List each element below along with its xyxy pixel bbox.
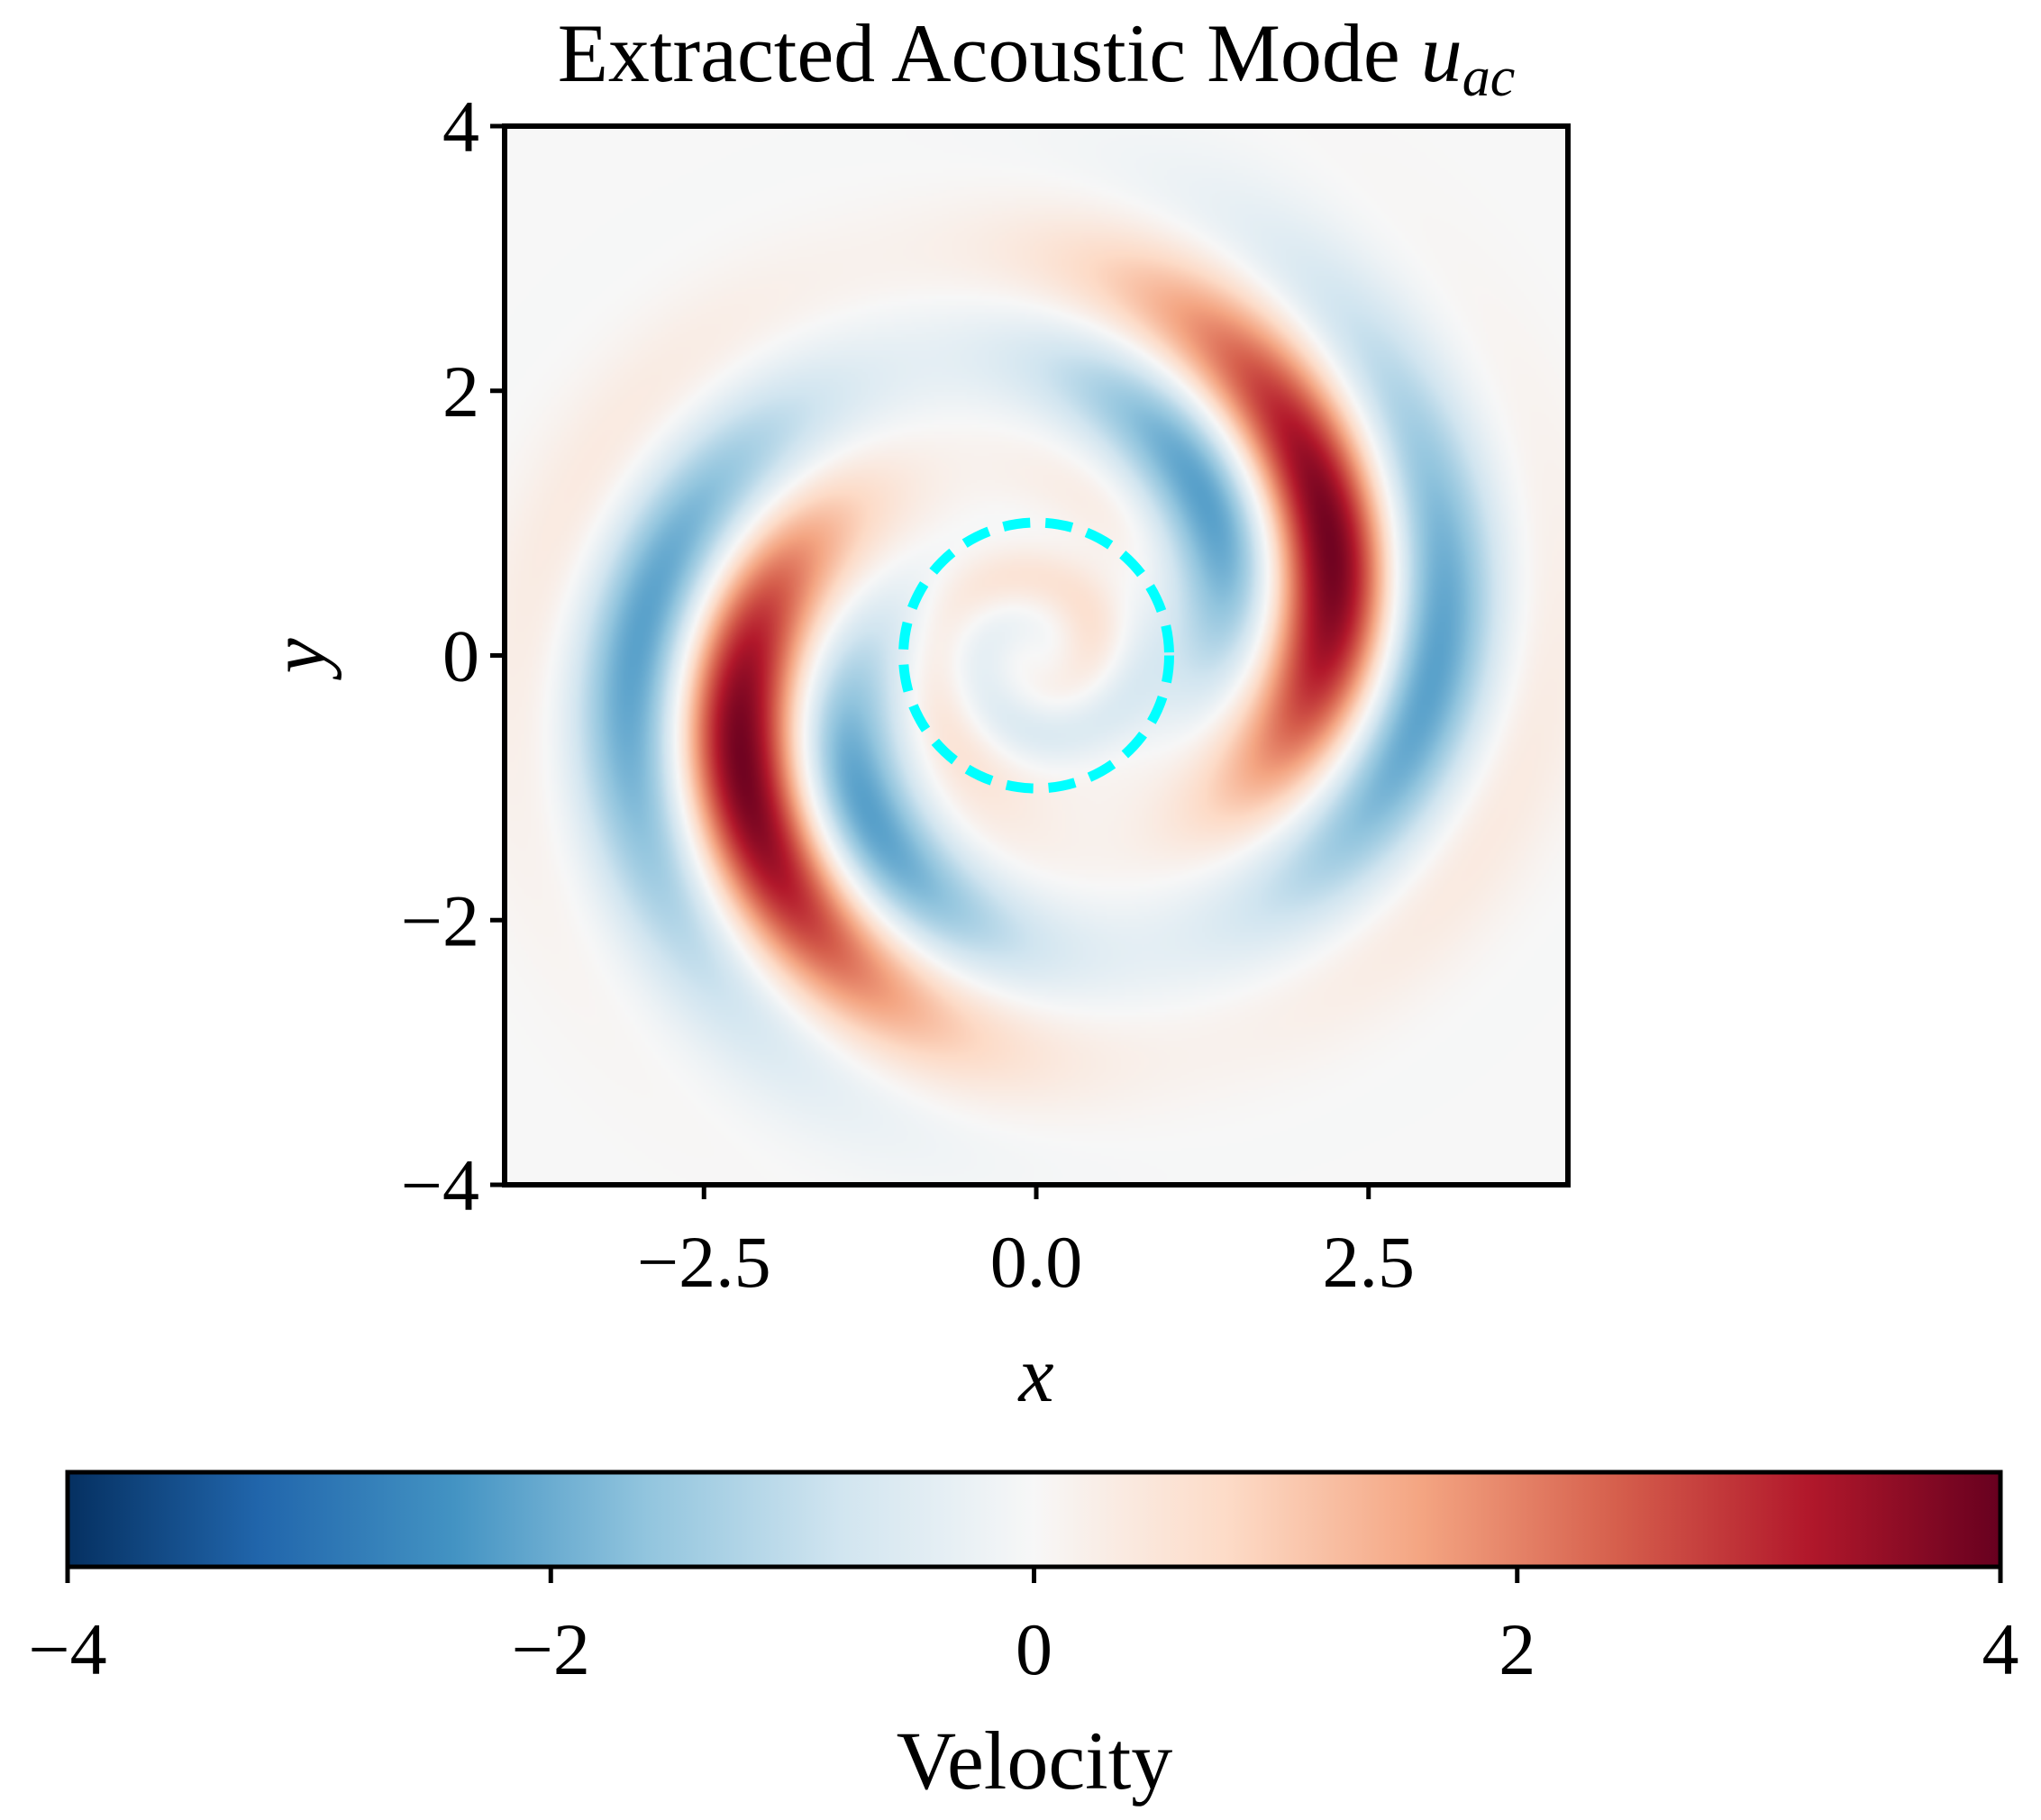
chart-title: Extracted Acoustic Mode uac	[558, 7, 1516, 108]
dashed-circle-overlay	[898, 517, 1174, 794]
x-tick-label: −2.5	[637, 1221, 771, 1303]
colorbar-ticks: −4 −2 0 2 4	[28, 1567, 2019, 1690]
colorbar-tick-label: 2	[1499, 1608, 1535, 1690]
colorbar-label: Velocity	[897, 1715, 1173, 1806]
x-tick-label: 2.5	[1323, 1221, 1416, 1303]
y-axis-label: y	[255, 638, 342, 681]
colorbar-tick-label: −4	[28, 1608, 106, 1690]
y-tick-label: 4	[442, 86, 479, 168]
heatmap-plot	[502, 123, 1571, 1188]
x-tick-label: 0.0	[990, 1221, 1083, 1303]
colorbar-tick-label: 4	[1982, 1608, 2019, 1690]
y-tick-label: −4	[401, 1144, 479, 1226]
heatmap-field	[505, 126, 1568, 1185]
y-tick-label: 2	[442, 350, 479, 432]
y-tick-label: 0	[442, 615, 479, 697]
x-axis-label: x	[1016, 1332, 1053, 1419]
colorbar: −4 −2 0 2 4 Velocity	[28, 1470, 2019, 1806]
y-tick-label: −2	[401, 879, 479, 961]
colorbar-bar	[65, 1470, 2003, 1570]
x-axis-ticks: −2.5 0.0 2.5	[637, 1185, 1415, 1303]
colorbar-tick-label: −2	[512, 1608, 590, 1690]
colorbar-tick-label: 0	[1016, 1608, 1052, 1690]
y-axis-ticks: 4 2 0 −2 −4	[401, 86, 505, 1226]
